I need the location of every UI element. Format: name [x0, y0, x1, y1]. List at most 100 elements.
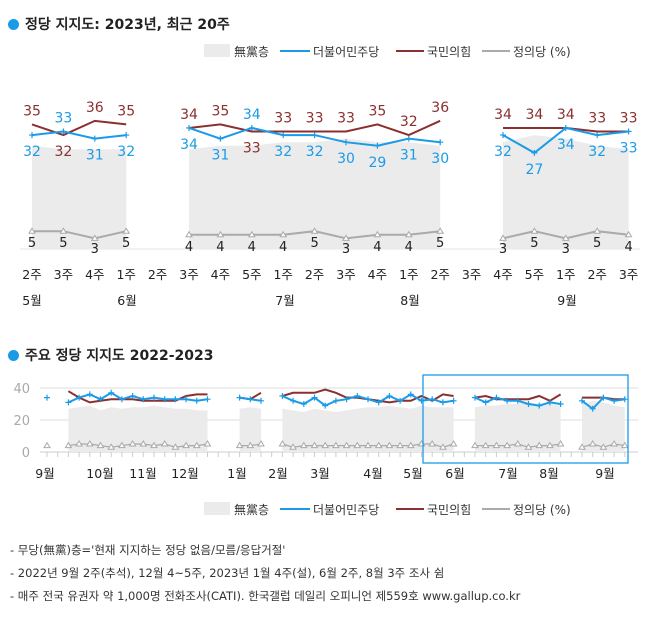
ppp-data-label: 36 — [431, 100, 449, 116]
ppp-data-label: 35 — [23, 103, 41, 119]
dp-line-point — [140, 396, 147, 403]
jp-line-point — [556, 440, 565, 447]
noparty-area — [503, 135, 629, 249]
jp-line-point — [503, 441, 511, 449]
noparty-area — [582, 400, 625, 452]
x-tick-label: 4주 — [85, 267, 104, 282]
ppp-data-label: 34 — [557, 107, 575, 123]
title-text: 정당 지지도: 2023년, 최근 20주 — [25, 17, 230, 33]
jp-line-point — [85, 440, 94, 447]
jp-data-label: 3 — [499, 242, 507, 257]
noparty-area — [189, 138, 441, 249]
dp-line-point — [91, 135, 98, 142]
ppp-data-label: 34 — [494, 107, 512, 123]
month-label: 7월 — [275, 293, 294, 308]
x-tick-label: 2주 — [587, 267, 606, 282]
dp-data-label: 32 — [274, 144, 292, 160]
dp-line-point — [407, 391, 414, 398]
dp-line-point — [123, 132, 130, 139]
jp-line-point — [192, 441, 201, 449]
dp-line-point — [248, 124, 255, 131]
x-tick-label: 1주 — [273, 267, 292, 282]
chart-title-top: 정당 지지도: 2023년, 최근 20주 — [8, 14, 230, 34]
dp-data-label: 29 — [368, 155, 386, 171]
jp-line-point — [428, 440, 437, 447]
dp-line-point — [76, 394, 83, 401]
dp-line-point — [311, 394, 318, 401]
dp-line-point — [332, 397, 339, 404]
dp-line-point — [405, 135, 412, 142]
dp-line-point — [217, 135, 224, 142]
jp-line-point — [364, 441, 372, 449]
x-tick-label: 2주 — [148, 267, 167, 282]
jp-line-point — [64, 441, 73, 449]
month-label: 6월 — [117, 293, 136, 308]
jp-line-point — [171, 443, 180, 450]
y-tick-label: 0 — [22, 446, 30, 461]
dp-data-label: 32 — [588, 144, 606, 160]
dp-line-point — [562, 124, 569, 131]
dp-line-point — [557, 401, 564, 407]
jp-data-label: 4 — [216, 240, 224, 255]
jp-line-point — [139, 440, 148, 447]
dp-line-point — [311, 132, 318, 139]
month-label: 5월 — [22, 293, 41, 308]
dp-line-point — [429, 396, 436, 403]
x-tick-label: 4주 — [493, 267, 512, 282]
dp-data-label: 32 — [23, 144, 41, 160]
dp-line-point — [625, 128, 632, 135]
jp-data-label: 5 — [122, 236, 130, 251]
jp-line-point — [128, 440, 137, 447]
legend-label: 정의당 (%) — [513, 45, 571, 59]
month-label: 9월 — [557, 293, 576, 308]
jp-line-point — [396, 441, 404, 449]
jp-line-point — [620, 441, 629, 449]
dp-line-point — [300, 401, 307, 407]
jp-data-label: 4 — [624, 240, 632, 255]
dp-line-point — [247, 396, 254, 403]
noparty-area — [68, 405, 208, 452]
legend-label: 국민의힘 — [427, 45, 471, 59]
jp-line-point — [28, 227, 36, 234]
noparty-area — [282, 405, 454, 452]
dp-line-point — [500, 132, 506, 139]
x-tick-label: 4주 — [211, 267, 230, 282]
jp-line-point — [385, 441, 394, 449]
legend-label: 더불어민주당 — [313, 503, 379, 517]
jp-line-point — [342, 441, 351, 449]
bullet-icon — [8, 18, 19, 30]
jp-line-point — [43, 441, 51, 449]
dp-line-point — [44, 394, 50, 401]
jp-data-label: 5 — [28, 236, 36, 251]
legend-label: 더불어민주당 — [313, 45, 379, 59]
x-tick-label: 1주 — [399, 267, 418, 282]
dp-line-point — [493, 394, 500, 401]
dp-line-point — [437, 139, 444, 146]
jp-line-point — [578, 443, 586, 450]
x-tick-label: 5주 — [242, 267, 261, 282]
dp-line-point — [322, 402, 329, 409]
jp-line-point — [247, 230, 256, 238]
jp-line-point — [310, 227, 319, 234]
jp-line-point — [299, 441, 308, 449]
jp-line-point — [374, 441, 383, 449]
dp-line-point — [193, 397, 200, 404]
x-tick-label: 3주 — [462, 267, 481, 282]
dp-line-point — [343, 396, 350, 403]
jp-line-point — [342, 234, 350, 241]
ppp-data-label: 34 — [525, 107, 543, 123]
jp-line-point — [535, 441, 544, 449]
jp-line-point — [610, 440, 618, 447]
dp-line-point — [397, 397, 404, 404]
jp-line-point — [122, 227, 131, 234]
ppp-data-label: 34 — [180, 107, 198, 123]
x-tick-label: 4주 — [368, 267, 387, 282]
x-tick-label: 2주 — [22, 267, 41, 282]
dp-line-point — [374, 142, 381, 149]
jp-line-point — [235, 441, 244, 449]
jp-line-point — [203, 440, 212, 447]
dp-line-point — [365, 396, 371, 403]
ppp-data-label: 33 — [306, 111, 324, 127]
ppp-line — [188, 119, 441, 137]
month-label: 8월 — [400, 293, 419, 308]
